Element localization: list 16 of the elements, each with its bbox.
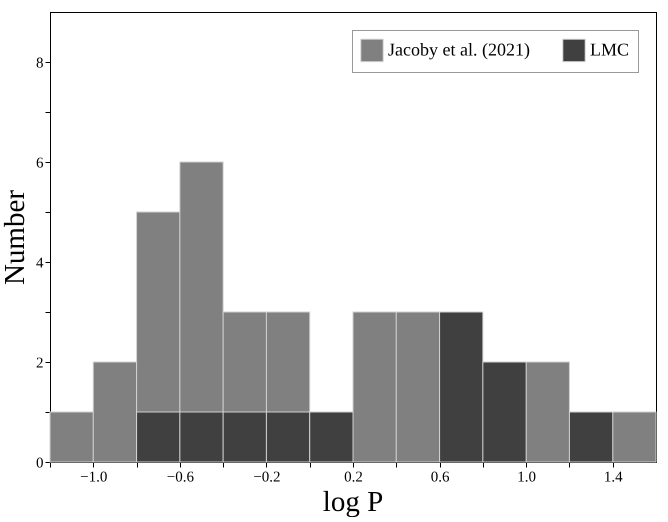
- x-tick-label: 1.4: [604, 470, 624, 486]
- y-tick-label: 6: [36, 156, 44, 172]
- y-tick-label: 2: [36, 356, 44, 372]
- y-axis-title: Number: [0, 190, 31, 286]
- x-tick-label: −0.2: [253, 470, 281, 486]
- x-tick-label: −0.6: [166, 470, 194, 486]
- x-tick-label: 0.2: [344, 470, 363, 486]
- x-tick-label: −1.0: [80, 470, 108, 486]
- legend-label: Jacoby et al. (2021): [388, 39, 530, 60]
- x-tick-label: 1.0: [517, 470, 536, 486]
- x-axis-title: log P: [322, 486, 384, 518]
- y-tick-label: 4: [36, 256, 44, 272]
- legend-label: LMC: [590, 39, 630, 60]
- y-tick-label: 8: [36, 56, 44, 72]
- y-tick-label: 0: [36, 456, 44, 472]
- x-tick-label: 0.6: [430, 470, 450, 486]
